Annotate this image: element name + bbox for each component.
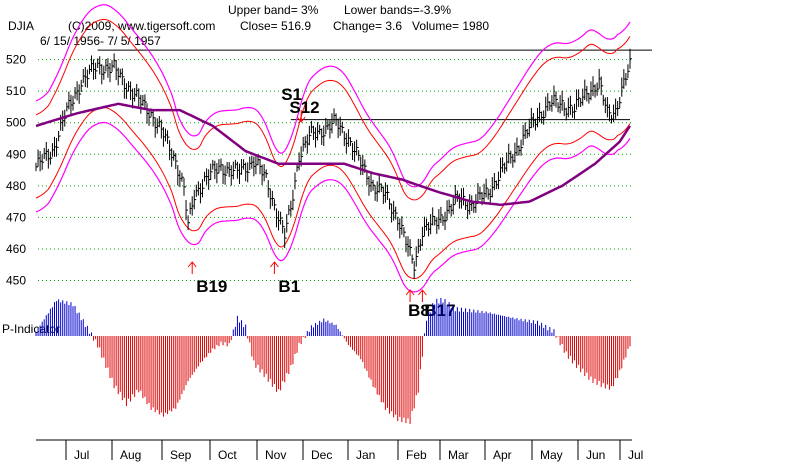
y-tick-label: 470 bbox=[6, 210, 26, 224]
lower-bands-label: Lower bands=-3.9% bbox=[344, 3, 451, 17]
y-tick-label: 510 bbox=[6, 84, 26, 98]
symbol-label: DJIA bbox=[8, 19, 34, 33]
month-label: Jun bbox=[586, 448, 605, 462]
month-label: Mar bbox=[448, 448, 469, 462]
moving-average-line bbox=[35, 102, 632, 207]
resistance-lines bbox=[97, 49, 652, 121]
signal-label: B1 bbox=[278, 277, 300, 296]
indicator-label: P-Indicator bbox=[2, 322, 60, 336]
upper-outer-band bbox=[35, 4, 631, 188]
month-label: Feb bbox=[406, 448, 427, 462]
y-tick-label: 490 bbox=[6, 147, 26, 161]
y-tick-label: 460 bbox=[6, 242, 26, 256]
month-label: Aug bbox=[120, 448, 141, 462]
signal-label: S12 bbox=[289, 98, 319, 117]
p-indicator-histogram bbox=[35, 297, 631, 425]
upper-band-label: Upper band= 3% bbox=[228, 3, 319, 17]
month-label: Oct bbox=[218, 448, 237, 462]
buy-arrow bbox=[270, 261, 279, 274]
close-label: Close= 516.9 bbox=[240, 19, 311, 33]
y-tick-label: 450 bbox=[6, 274, 26, 288]
sell-arrow bbox=[296, 110, 306, 123]
signal-label: B19 bbox=[196, 277, 227, 296]
month-label: Sep bbox=[170, 448, 192, 462]
price-bars bbox=[35, 48, 632, 280]
y-tick-label: 520 bbox=[6, 53, 26, 67]
month-label: Nov bbox=[265, 448, 286, 462]
bands bbox=[35, 4, 631, 293]
month-label: Apr bbox=[493, 448, 512, 462]
upper-inner-band bbox=[35, 18, 631, 201]
buy-arrow bbox=[418, 289, 427, 302]
month-label: May bbox=[540, 448, 563, 462]
lower-inner-band bbox=[35, 107, 631, 280]
lower-outer-band bbox=[35, 121, 631, 293]
y-tick-label: 480 bbox=[6, 179, 26, 193]
volume-label: Volume= 1980 bbox=[412, 19, 489, 33]
month-label: Dec bbox=[311, 448, 332, 462]
date-range-label: 6/ 15/ 1956- 7/ 5/ 1957 bbox=[40, 34, 161, 48]
signal-label: B8 bbox=[408, 301, 430, 320]
buy-arrow bbox=[187, 261, 197, 274]
month-label: Jan bbox=[356, 448, 375, 462]
signal-label: S1 bbox=[281, 85, 302, 104]
month-axis: Jul Aug Sep Oct Nov Dec Jan Feb Mar Apr May Jun Jul bbox=[36, 439, 643, 462]
price-grid bbox=[38, 59, 632, 282]
copyright-label: (C)2009, www.tigersoft.com bbox=[68, 19, 215, 33]
y-axis-ticks: 520 510 500 490 480 470 460 450 bbox=[6, 53, 26, 288]
moving-average bbox=[35, 102, 632, 207]
buy-arrow bbox=[405, 289, 415, 302]
change-label: Change= 3.6 bbox=[333, 19, 402, 33]
y-tick-label: 500 bbox=[6, 116, 26, 130]
month-label: Jul bbox=[628, 448, 643, 462]
month-label: Jul bbox=[74, 448, 89, 462]
